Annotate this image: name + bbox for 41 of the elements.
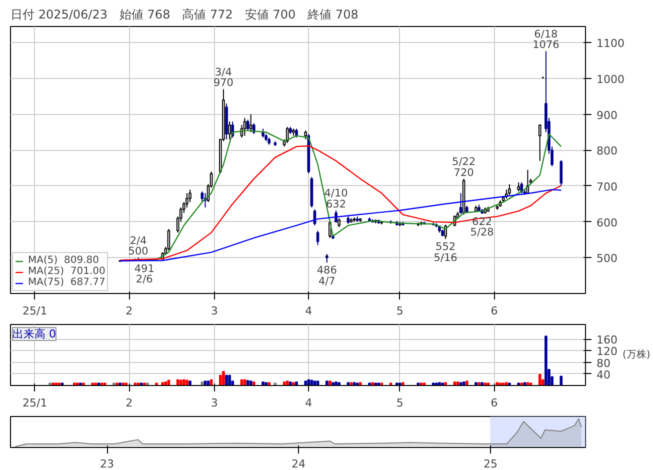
legend-label: MA(75) 687.77 xyxy=(28,277,106,288)
annotation: 486 4/7 xyxy=(316,264,338,288)
annotation: 5/22 720 xyxy=(452,156,476,179)
legend-label: MA(5) 809.80 xyxy=(28,255,99,266)
y-tick-label: 1000 xyxy=(596,72,624,86)
x-tick-label: 6 xyxy=(490,304,498,318)
chart-title: 日付 2025/06/23 始値 768 高値 772 安値 700 終値 708 xyxy=(10,8,358,22)
y-tick-label: 1100 xyxy=(596,37,624,50)
x-tick-label: 6 xyxy=(490,396,498,410)
y-tick-label: 800 xyxy=(596,144,618,158)
x-tick-label: 25 xyxy=(484,458,498,470)
annotation: 622 5/28 xyxy=(470,216,494,239)
x-tick-label: 3 xyxy=(210,304,218,318)
annotation: 2/4 500 xyxy=(128,234,148,258)
annotation: 552 5/16 xyxy=(434,241,458,264)
annotation: 3/4 970 xyxy=(213,66,234,90)
annotation: 4/10 632 xyxy=(324,188,348,210)
y-tick-label: 40 xyxy=(596,368,610,382)
y-tick-label: 600 xyxy=(596,216,618,230)
y-tick-label: 160 xyxy=(596,334,618,347)
x-tick-label: 5 xyxy=(396,304,404,318)
x-tick-label: 3 xyxy=(210,396,218,410)
x-tick-label: 25/1 xyxy=(22,304,48,318)
x-tick-label: 5 xyxy=(396,396,404,410)
y-axis-title: (万株) xyxy=(622,348,650,360)
x-tick-label: 2 xyxy=(126,396,133,410)
y-tick-label: 900 xyxy=(596,108,618,122)
x-tick-label: 24 xyxy=(292,458,306,470)
legend-label: MA(25) 701.00 xyxy=(28,266,106,277)
y-tick-label: 500 xyxy=(596,252,618,266)
x-tick-label: 25/1 xyxy=(22,396,48,410)
annotation: 6/18 1076 xyxy=(532,28,560,52)
annotation: 491 2/6 xyxy=(134,262,154,286)
annotation: 出来高 0 xyxy=(12,328,56,340)
y-tick-label: 80 xyxy=(596,356,610,370)
x-tick-label: 4 xyxy=(305,304,312,318)
x-tick-label: 4 xyxy=(305,396,312,410)
x-tick-label: 23 xyxy=(100,458,114,470)
x-tick-label: 2 xyxy=(126,304,133,318)
y-tick-label: 120 xyxy=(596,345,618,358)
y-tick-label: 700 xyxy=(596,180,618,194)
